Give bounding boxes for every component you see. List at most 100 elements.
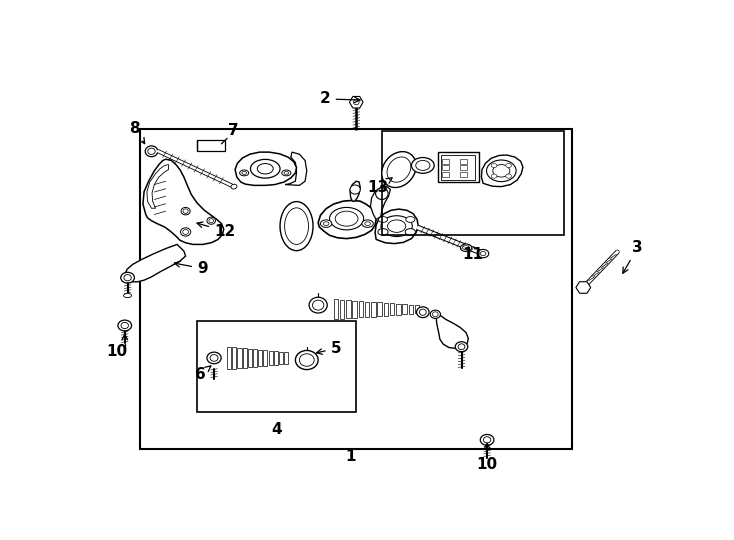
Bar [460, 159, 468, 164]
Ellipse shape [484, 437, 491, 443]
Ellipse shape [415, 160, 430, 171]
Polygon shape [437, 315, 468, 348]
Ellipse shape [460, 244, 472, 252]
Bar [365, 301, 369, 317]
Ellipse shape [376, 188, 388, 199]
Polygon shape [235, 152, 297, 185]
Ellipse shape [365, 222, 371, 226]
Ellipse shape [321, 220, 332, 227]
Polygon shape [147, 165, 169, 208]
Ellipse shape [207, 217, 216, 224]
Ellipse shape [382, 152, 416, 187]
Bar [346, 300, 351, 319]
Ellipse shape [118, 320, 131, 331]
Bar [415, 305, 419, 313]
Ellipse shape [506, 164, 512, 167]
Bar [402, 304, 407, 314]
Polygon shape [482, 155, 523, 187]
Text: 5: 5 [316, 341, 341, 356]
Polygon shape [143, 159, 224, 245]
Ellipse shape [335, 211, 358, 226]
Ellipse shape [480, 435, 494, 446]
Ellipse shape [350, 185, 360, 194]
Ellipse shape [323, 222, 329, 226]
Bar [243, 348, 247, 368]
Ellipse shape [330, 207, 363, 230]
Ellipse shape [124, 274, 131, 281]
Ellipse shape [406, 217, 415, 222]
Ellipse shape [309, 297, 327, 313]
Bar [333, 299, 338, 319]
Ellipse shape [299, 354, 314, 366]
Text: 11: 11 [462, 247, 484, 262]
Ellipse shape [231, 184, 237, 189]
Ellipse shape [462, 246, 470, 250]
Ellipse shape [209, 219, 214, 223]
Ellipse shape [455, 342, 468, 352]
Bar [442, 165, 449, 171]
Ellipse shape [378, 228, 388, 235]
Bar [371, 302, 376, 316]
Ellipse shape [148, 148, 155, 154]
Text: 6: 6 [195, 366, 211, 382]
Bar [377, 302, 382, 316]
Ellipse shape [477, 249, 489, 258]
Ellipse shape [362, 220, 374, 227]
Ellipse shape [250, 159, 280, 178]
Bar [340, 300, 344, 319]
Ellipse shape [123, 294, 131, 298]
Bar [140, 129, 573, 449]
Bar [358, 301, 363, 318]
Ellipse shape [506, 174, 512, 178]
Ellipse shape [354, 100, 359, 105]
Polygon shape [285, 152, 307, 185]
Bar [248, 349, 252, 367]
Ellipse shape [282, 170, 291, 176]
Ellipse shape [491, 174, 497, 178]
Ellipse shape [121, 322, 128, 329]
Bar [442, 172, 449, 177]
Bar [284, 352, 288, 363]
Polygon shape [318, 200, 376, 239]
Bar [384, 303, 388, 316]
Ellipse shape [381, 216, 413, 237]
Ellipse shape [480, 252, 486, 255]
Ellipse shape [258, 164, 273, 174]
Bar [274, 351, 277, 364]
Text: 1: 1 [345, 449, 356, 464]
Text: 9: 9 [175, 261, 208, 276]
Text: 2: 2 [320, 91, 360, 106]
Ellipse shape [405, 228, 415, 235]
Text: 10: 10 [106, 344, 128, 359]
Ellipse shape [379, 217, 388, 222]
Bar [460, 172, 468, 177]
Bar [264, 350, 267, 366]
Text: 12: 12 [197, 222, 236, 239]
Ellipse shape [207, 352, 221, 364]
Text: 13: 13 [368, 178, 392, 195]
Bar [253, 349, 257, 367]
Bar [382, 131, 564, 235]
Ellipse shape [487, 160, 516, 181]
Ellipse shape [242, 172, 247, 174]
Bar [227, 347, 231, 369]
Bar [279, 352, 283, 364]
Polygon shape [125, 245, 186, 282]
Ellipse shape [284, 172, 288, 174]
Ellipse shape [280, 201, 313, 251]
Text: 4: 4 [272, 422, 282, 437]
Ellipse shape [183, 230, 189, 234]
Ellipse shape [285, 208, 308, 245]
Bar [352, 301, 357, 318]
Ellipse shape [388, 220, 406, 232]
Ellipse shape [430, 310, 440, 319]
Ellipse shape [145, 146, 158, 157]
Ellipse shape [183, 209, 188, 213]
Bar [258, 350, 262, 366]
Bar [238, 348, 241, 368]
Bar [409, 305, 413, 314]
Bar [197, 140, 225, 151]
Text: 3: 3 [623, 240, 643, 273]
Text: 7: 7 [228, 123, 239, 138]
Ellipse shape [295, 350, 318, 369]
